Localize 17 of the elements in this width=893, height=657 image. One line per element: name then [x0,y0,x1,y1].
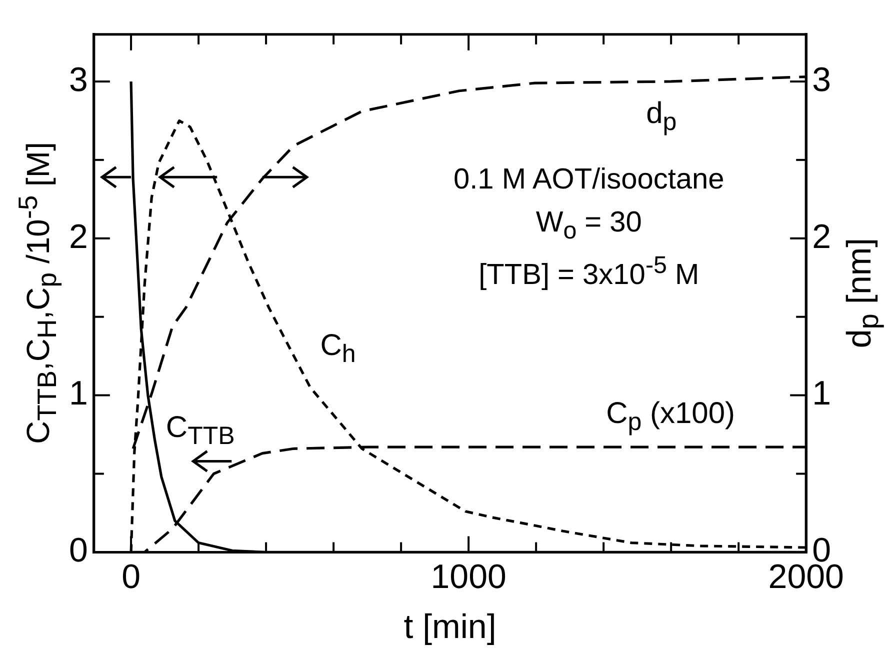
y-tick-label: 1 [68,374,88,413]
series-label: C$_{TTB}$ [166,411,235,450]
y2-tick-label: 2 [812,218,832,256]
series-label: d$_{p}$ [646,97,677,136]
y2-tick-label: 3 [812,60,832,99]
x-axis-title: t [min] [404,608,496,646]
y-tick-label: 0 [68,532,88,570]
annotation: [TTB] = 3x10$^{-5}$ M [478,252,700,290]
y2-tick-label: 1 [812,374,832,413]
annotation: W$_{o}$ = 30 [536,206,642,244]
y-tick-label: 2 [68,218,88,256]
series-label: C$_{h}$ [320,329,356,368]
y-tick-label: 3 [68,60,88,99]
annotation: 0.1 M AOT/isooctane [453,164,724,196]
x-tick-label: 1000 [430,558,506,596]
series-label: C$_{p}$ (x100) [606,397,736,436]
x-tick-label: 0 [122,558,140,596]
